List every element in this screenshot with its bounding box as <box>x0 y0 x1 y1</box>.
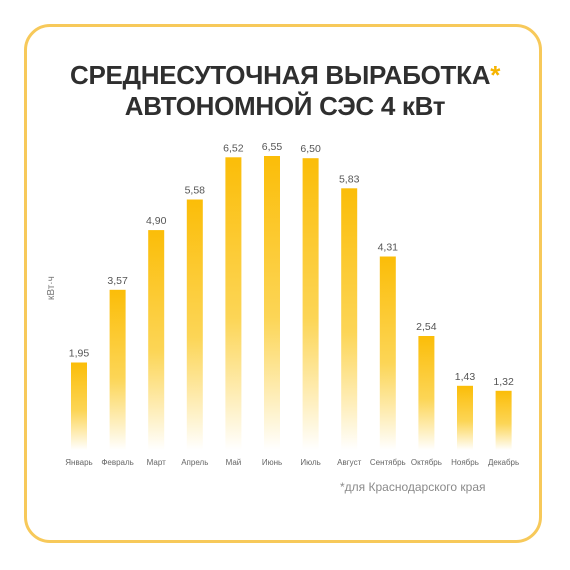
value-label-7: 6,50 <box>300 143 321 155</box>
bar-12 <box>495 390 512 450</box>
bar-11 <box>457 385 473 450</box>
bars-group <box>71 156 512 451</box>
chart-card <box>24 24 542 543</box>
x-tick-labels-group: Январь Февраль Март Апрель Май Июнь Июль Август… <box>65 458 519 467</box>
value-labels-group: 1,95 3,57 4,90 5,58 6,52 6,55 6,50 5,83 4,31 2,54… <box>69 141 514 388</box>
bar-4 <box>186 199 203 450</box>
value-label-11: 1,43 <box>455 371 476 383</box>
title-line-1: СРЕДНЕСУТОЧНАЯ ВЫРАБОТКА* <box>0 60 570 91</box>
title-line-1-text: СРЕДНЕСУТОЧНАЯ ВЫРАБОТКА <box>69 60 491 90</box>
x-tick-label-6: Июнь <box>262 458 282 467</box>
x-tick-label-11: Ноябрь <box>451 458 479 467</box>
bar-7 <box>302 158 319 450</box>
x-tick-label-8: Август <box>337 458 361 467</box>
value-label-2: 3,57 <box>107 275 128 287</box>
x-tick-label-9: Сентябрь <box>370 458 406 467</box>
x-tick-label-7: Июль <box>300 458 320 467</box>
value-label-1: 1,95 <box>69 348 90 360</box>
bar-3 <box>148 230 165 450</box>
value-label-8: 5,83 <box>339 173 360 185</box>
x-tick-label-10: Октябрь <box>411 458 442 467</box>
title-asterisk: * <box>490 60 501 90</box>
x-tick-label-5: Май <box>226 458 242 467</box>
x-tick-label-1: Январь <box>65 458 92 467</box>
bar-5 <box>225 157 242 451</box>
value-label-4: 5,58 <box>185 185 206 197</box>
bar-6 <box>264 156 280 450</box>
footnote: *для Краснодарского края <box>340 480 486 494</box>
chart-title: СРЕДНЕСУТОЧНАЯ ВЫРАБОТКА* АВТОНОМНОЙ СЭС… <box>0 60 570 122</box>
bar-1 <box>71 362 87 450</box>
x-tick-label-2: Февраль <box>101 458 134 467</box>
x-tick-label-3: Март <box>147 458 166 467</box>
value-label-3: 4,90 <box>146 215 167 227</box>
value-label-9: 4,31 <box>378 242 399 254</box>
value-label-6: 6,55 <box>262 141 283 153</box>
title-line-2: АВТОНОМНОЙ СЭС 4 кВт <box>124 91 446 121</box>
bar-8 <box>341 188 358 451</box>
bar-2 <box>109 289 126 450</box>
value-label-10: 2,54 <box>416 321 437 333</box>
value-label-5: 6,52 <box>223 142 244 154</box>
x-tick-label-12: Декабрь <box>488 458 519 467</box>
x-tick-label-4: Апрель <box>181 458 208 467</box>
value-label-12: 1,32 <box>493 376 514 388</box>
bar-9 <box>379 256 396 450</box>
bar-10 <box>418 336 435 450</box>
